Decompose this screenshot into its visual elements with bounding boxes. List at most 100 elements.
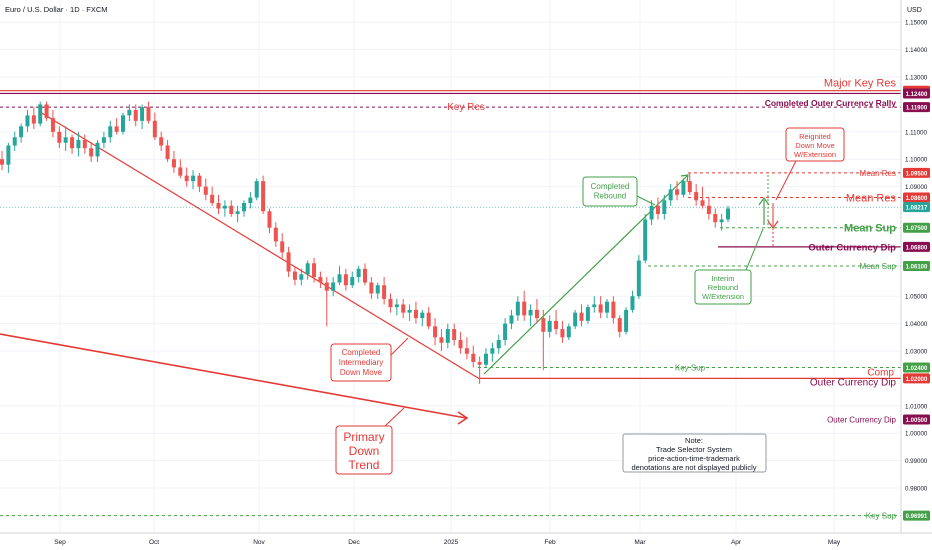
price-tick-label: 0.98000 [905,486,928,493]
candle-body [649,205,654,220]
price-tag-value: 1.06800 [906,245,928,251]
candle-body [273,227,278,242]
candle-body [184,175,189,182]
candle-body [140,107,145,121]
candle-body [554,320,559,330]
price-tag-value: 1.12400 [906,92,928,98]
level-label-comp: Comp [867,367,894,378]
time-tick-label: Dec [348,539,360,546]
chart-title: Euro / U.S. Dollar · 1D · FXCM [5,5,108,14]
candle-body [25,115,30,127]
candle-body [343,274,348,286]
candle-body [70,137,75,149]
price-tick-label: 1.04000 [905,321,928,328]
price-tag-value: 1.06100 [906,265,928,271]
intermediary-box [330,343,392,382]
candle-body [662,200,667,214]
candle-body [191,175,196,182]
candle-body [63,137,68,143]
candle-body [464,348,469,354]
candle-body [44,104,49,119]
price-tag-value: 0.96991 [906,514,928,520]
completed-rebound-box [582,176,638,207]
candle-body [216,203,221,209]
candle-body [706,205,711,214]
time-axis[interactable]: Sep Oct Nov Dec 2025 Feb Mar Apr May [54,539,841,546]
candle-body [445,329,450,343]
price-tick-label: 1.11000 [905,129,927,136]
candle-body [439,337,444,343]
candle-body [318,277,323,283]
candle-body [242,203,246,212]
interim-label-line: Rebound [708,283,738,292]
price-tick-label: 1.10000 [905,157,928,164]
candle-body [165,145,170,160]
candle-body [261,181,266,212]
candle-body [312,263,317,278]
candle-body [426,312,431,327]
price-tick-label: 1.05000 [905,294,928,301]
price-axis[interactable]: 1.15000 1.14000 1.13000 1.11000 1.10000 1.090… [905,20,928,493]
level-label-outer-dip-3: Outer Currency Dip [827,416,896,425]
candle-body [484,353,488,365]
level-label-mean-sup-2: Mean Sup [860,262,897,271]
candle-body [356,268,361,278]
note-label-line: Note: [685,436,703,445]
price-tag [903,192,930,203]
reignited-label-line: Reignited [799,132,831,141]
level-label-outer-dip-1: Outer Currency Dip [808,242,896,253]
primary-trend-label-line: Primary [343,430,384,444]
candle-body [433,326,438,338]
level-label-key-sup-1: Key Sup [675,363,706,372]
candle-body [95,142,100,157]
time-tick-label: Oct [149,539,159,546]
price-tag [903,167,930,178]
price-tag-value: 1.02000 [906,377,928,383]
candle-body [19,126,24,138]
primary-trend-label-line: Down [349,444,380,458]
candle-body [420,312,425,319]
candle-body [121,115,125,132]
candle-body [280,241,285,253]
candle-body [305,263,310,275]
candle-body [617,318,622,332]
price-tag [903,222,930,233]
reignited-pointer [775,160,797,201]
price-tag-value: 1.02400 [906,366,928,372]
candle-body [369,282,374,294]
candle-body [82,140,87,149]
intermediary-label-line: Down Move [340,368,383,377]
candle-body [254,181,259,198]
candle-body [38,104,43,124]
level-label-key-sup-2: Key Sup [866,512,897,521]
trend-lines [0,111,779,425]
candle-body [375,285,380,294]
candle-body [687,181,692,193]
candle-body [528,309,533,316]
candle-body [146,107,151,121]
candle-body [394,304,399,308]
time-tick-label: Nov [253,539,265,546]
candle-body [573,312,578,327]
intermediary-down-trendline [39,111,479,379]
candle-body [630,296,635,310]
price-tick-label: 1.03000 [905,349,928,356]
candle-body [515,301,520,316]
primary-trend-label-line: Trend [349,458,380,472]
candlesticks [0,101,730,384]
candle-body [127,109,132,116]
candle-body [407,309,412,313]
candle-body [401,304,406,313]
candle-body [477,361,482,365]
price-tag-value: 1.08600 [906,196,928,202]
candle-body [248,197,253,204]
candle-body [458,340,463,349]
primary-trend-pointer [384,407,405,427]
intermediary-pointer [390,337,409,356]
candle-body [57,131,62,143]
candle-body [471,353,476,362]
reignited-box [785,127,845,162]
level-label-mean-sup-1: Mean Sup [844,223,896,235]
candle-body [159,137,164,146]
